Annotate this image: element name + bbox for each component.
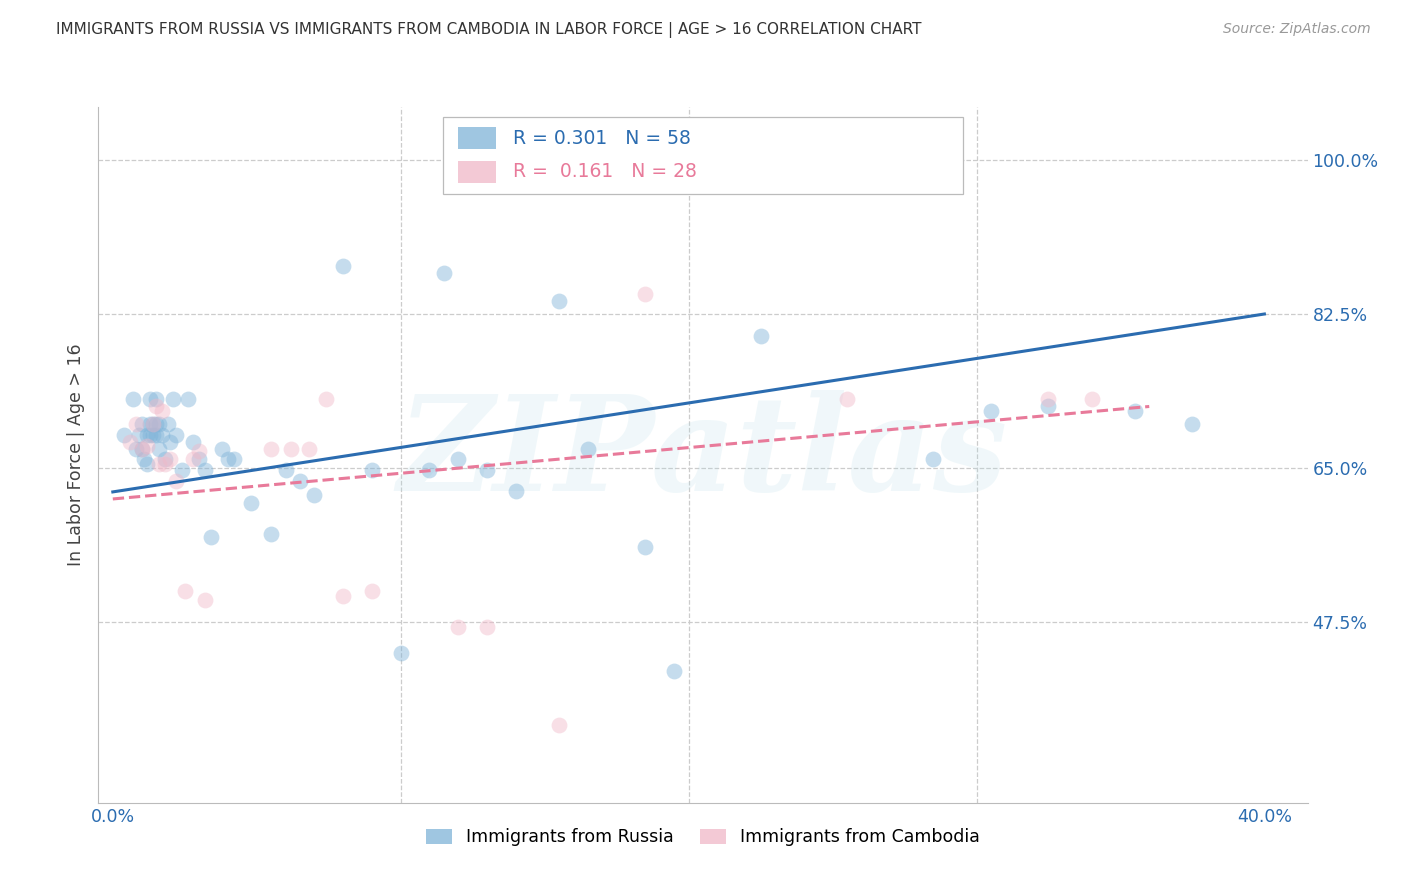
Point [835, 392, 858, 407]
Point [136, 439, 159, 453]
Point [1038, 400, 1060, 414]
Point [112, 427, 135, 442]
Bar [457, 161, 496, 183]
Point [240, 496, 263, 510]
Point [188, 443, 211, 458]
Point [162, 392, 184, 407]
Text: R = 0.301   N = 58: R = 0.301 N = 58 [513, 128, 690, 148]
Point [136, 427, 159, 442]
Text: ZIPatlas: ZIPatlas [398, 391, 1008, 519]
Point [170, 463, 193, 477]
Point [475, 463, 498, 477]
Point [131, 417, 153, 431]
Point [142, 427, 165, 442]
Point [173, 584, 195, 599]
Point [505, 483, 527, 498]
Point [150, 404, 173, 418]
Point [176, 392, 198, 407]
Text: IMMIGRANTS FROM RUSSIA VS IMMIGRANTS FROM CAMBODIA IN LABOR FORCE | AGE > 16 COR: IMMIGRANTS FROM RUSSIA VS IMMIGRANTS FRO… [56, 22, 922, 38]
Point [389, 646, 412, 660]
Point [361, 584, 384, 599]
Point [304, 487, 326, 501]
Point [433, 266, 456, 280]
Point [139, 417, 162, 431]
Point [145, 400, 167, 414]
Point [274, 463, 297, 477]
Point [980, 404, 1002, 418]
Point [156, 417, 179, 431]
Point [188, 452, 211, 467]
Point [122, 392, 145, 407]
Point [260, 527, 283, 541]
Point [548, 718, 571, 732]
Point [211, 442, 233, 456]
Point [835, 161, 858, 176]
Point [145, 417, 167, 431]
Point [1080, 392, 1102, 407]
Point [148, 457, 170, 471]
Point [159, 452, 181, 467]
Point [194, 463, 217, 477]
Point [183, 434, 205, 449]
Point [447, 620, 470, 634]
Legend: Immigrants from Russia, Immigrants from Cambodia: Immigrants from Russia, Immigrants from … [419, 822, 987, 854]
Point [288, 475, 311, 489]
Point [131, 442, 153, 456]
Point [634, 541, 657, 555]
Point [315, 392, 337, 407]
Point [1123, 404, 1146, 418]
Point [183, 452, 205, 467]
Point [125, 442, 148, 456]
Point [125, 417, 148, 431]
Point [447, 452, 470, 467]
Point [922, 452, 945, 467]
Point [576, 442, 599, 456]
Point [148, 442, 170, 456]
FancyBboxPatch shape [443, 118, 963, 194]
Point [145, 427, 167, 442]
Point [200, 530, 222, 544]
Point [128, 427, 150, 442]
Point [148, 417, 170, 431]
Point [131, 442, 153, 456]
Point [332, 589, 354, 603]
Point [139, 392, 162, 407]
Point [664, 664, 686, 678]
Y-axis label: In Labor Force | Age > 16: In Labor Force | Age > 16 [67, 343, 86, 566]
Point [475, 620, 498, 634]
Point [332, 259, 354, 273]
Point [120, 434, 142, 449]
Point [361, 463, 384, 477]
Point [153, 457, 176, 471]
Point [1181, 417, 1204, 431]
Point [136, 457, 159, 471]
Point [139, 427, 162, 442]
Point [260, 442, 283, 456]
Point [150, 427, 173, 442]
Point [142, 417, 165, 431]
Point [194, 593, 217, 607]
Point [134, 452, 156, 467]
Point [418, 463, 440, 477]
Point [217, 452, 239, 467]
Point [634, 286, 657, 301]
Point [159, 434, 181, 449]
Point [1038, 392, 1060, 407]
Bar [457, 128, 496, 150]
Text: Source: ZipAtlas.com: Source: ZipAtlas.com [1223, 22, 1371, 37]
Point [153, 452, 176, 467]
Point [749, 329, 772, 343]
Point [548, 293, 571, 308]
Point [165, 427, 187, 442]
Point [280, 442, 302, 456]
Point [142, 417, 165, 431]
Text: R =  0.161   N = 28: R = 0.161 N = 28 [513, 162, 697, 181]
Point [165, 475, 187, 489]
Point [145, 392, 167, 407]
Point [222, 452, 245, 467]
Point [297, 442, 319, 456]
